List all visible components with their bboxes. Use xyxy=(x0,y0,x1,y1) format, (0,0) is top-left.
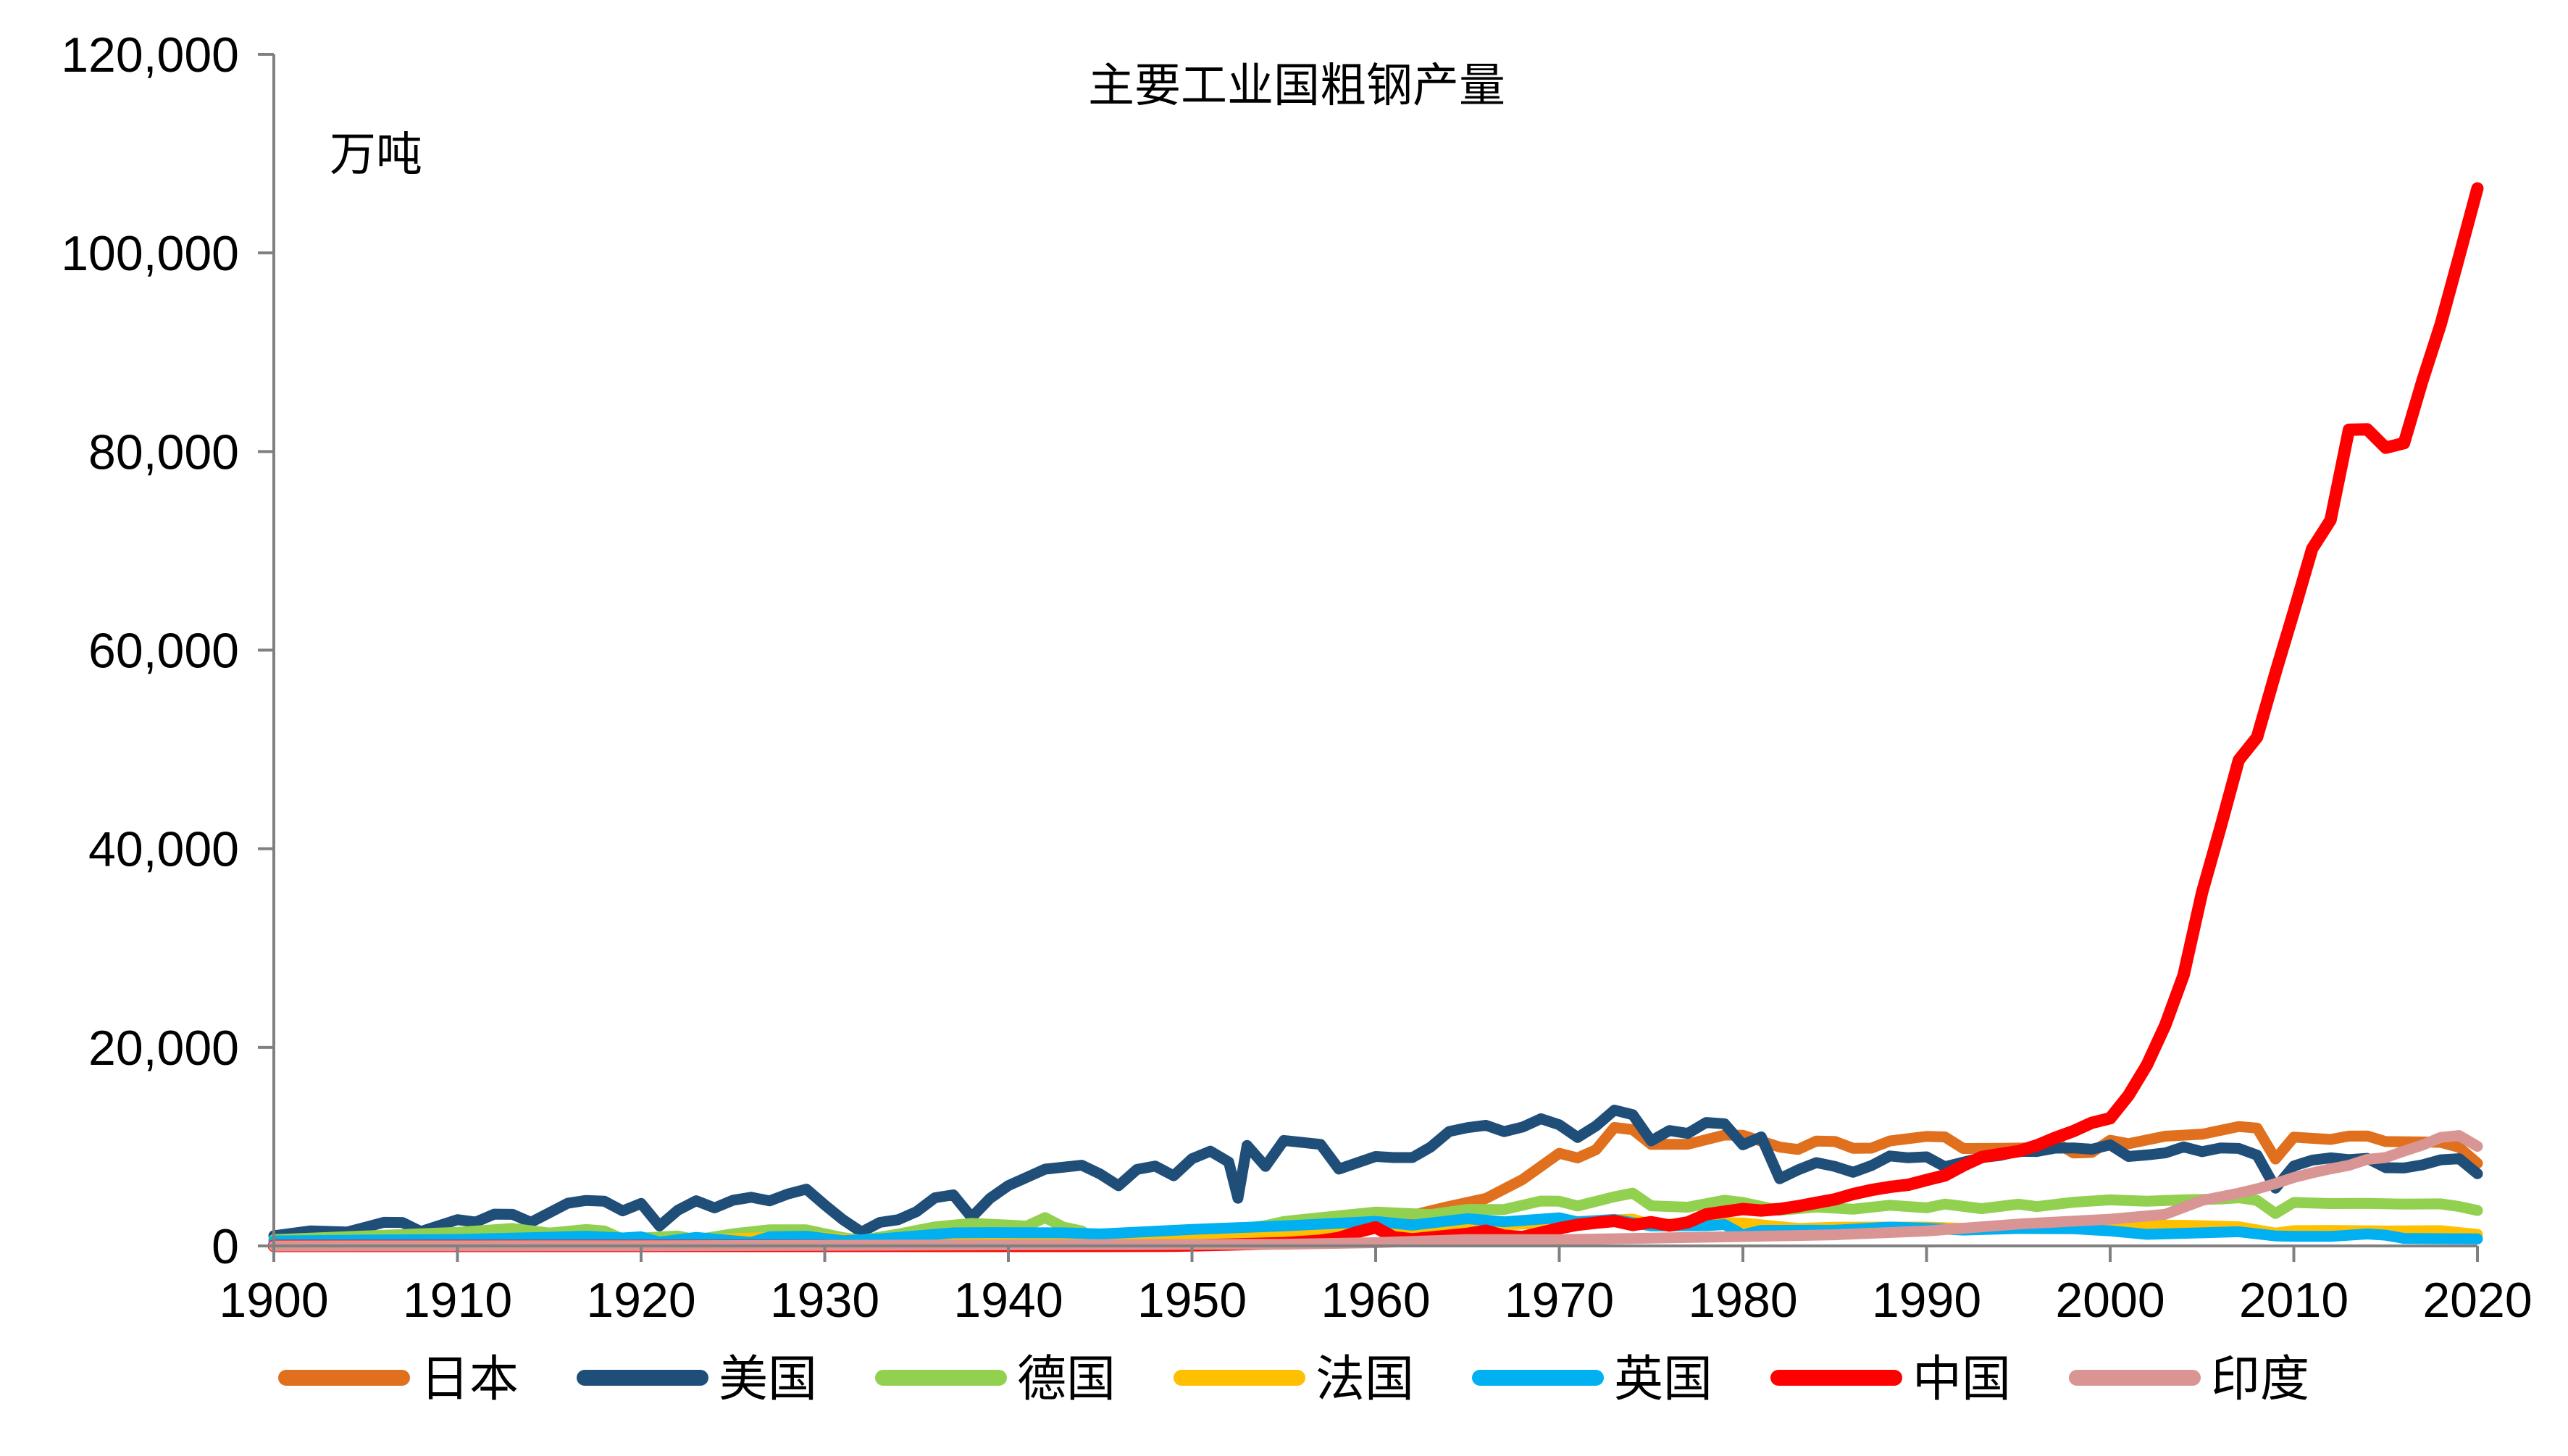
legend-label-7: 印度 xyxy=(2211,1351,2309,1408)
x-tick-label: 1910 xyxy=(403,1273,512,1328)
y-tick-label: 80,000 xyxy=(88,424,239,480)
series-line-5 xyxy=(268,1212,2483,1248)
x-tick-label: 1980 xyxy=(1688,1273,1797,1328)
legend-label-1: 日本 xyxy=(420,1351,519,1408)
y-tick-label: 20,000 xyxy=(88,1021,239,1076)
x-tick-label: 2020 xyxy=(2422,1273,2532,1328)
y-tick-label: 60,000 xyxy=(88,624,239,679)
legend-label-2: 美国 xyxy=(719,1351,817,1408)
axes: 0 20,000 40,000 60,000 80,000 100,000 120,000 1… xyxy=(61,28,2532,1328)
x-tick-label: 1900 xyxy=(219,1273,328,1328)
series-line-7 xyxy=(268,1130,2483,1252)
x-tick-label: 1930 xyxy=(770,1273,879,1328)
unit-label: 万吨 xyxy=(330,128,422,182)
legend-label-3: 德国 xyxy=(1017,1351,1116,1408)
x-tick-label: 2010 xyxy=(2239,1273,2349,1328)
series-line-6 xyxy=(267,182,2484,1252)
y-tick-label: 120,000 xyxy=(61,28,239,83)
x-tick-label: 1970 xyxy=(1505,1273,1614,1328)
legend: 日本 美国 德国 法国 英国 中国 印度 xyxy=(278,1351,2309,1408)
y-tick-label: 0 xyxy=(212,1219,239,1274)
x-tick-label: 1950 xyxy=(1137,1273,1247,1328)
series-line-3 xyxy=(268,1187,2483,1250)
y-tick-label: 100,000 xyxy=(61,226,239,281)
y-tick-label: 40,000 xyxy=(88,822,239,877)
x-tick-label: 2000 xyxy=(2055,1273,2165,1328)
chart-title: 主要工业国粗钢产量 xyxy=(1088,59,1505,113)
legend-label-6: 中国 xyxy=(1912,1351,2011,1408)
series-lines xyxy=(267,182,2484,1252)
x-tick-label: 1940 xyxy=(953,1273,1063,1328)
x-tick-label: 1920 xyxy=(586,1273,695,1328)
x-tick-label: 1990 xyxy=(1872,1273,1981,1328)
legend-label-5: 英国 xyxy=(1614,1351,1712,1408)
series-line-1 xyxy=(268,1121,2483,1252)
series-line-2 xyxy=(268,1105,2483,1242)
x-tick-label: 1960 xyxy=(1321,1273,1430,1328)
legend-label-4: 法国 xyxy=(1316,1351,1414,1408)
